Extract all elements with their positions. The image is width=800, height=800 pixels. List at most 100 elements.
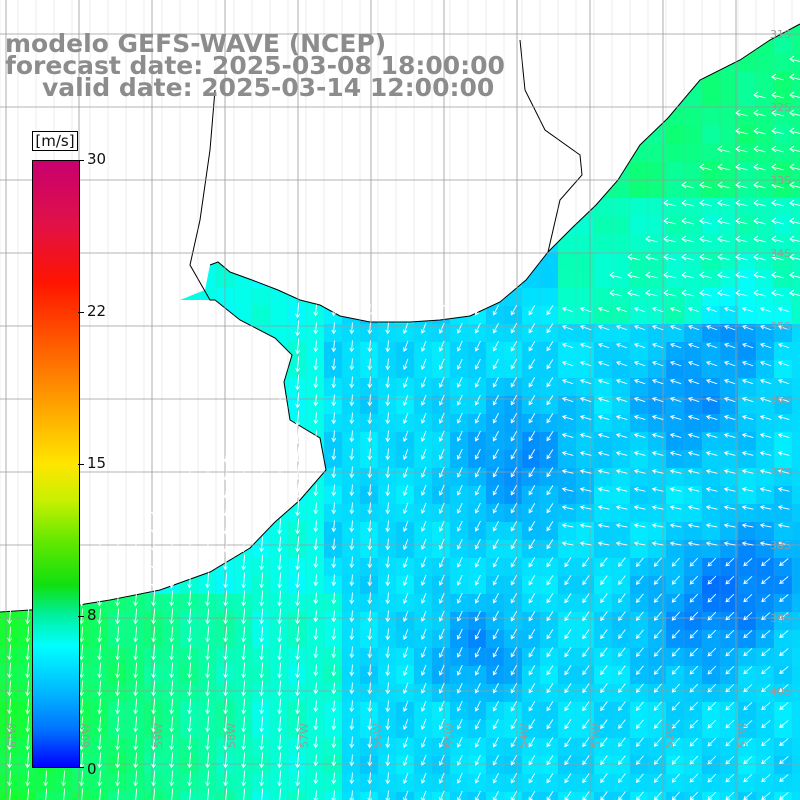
wind-arrow <box>313 412 319 425</box>
arrow-head <box>259 439 265 445</box>
arrow-head <box>669 378 675 384</box>
arrow-shaft <box>260 680 264 696</box>
arrow-shaft <box>315 700 317 712</box>
arrow-shaft <box>475 646 481 658</box>
arrow-shaft <box>278 572 282 588</box>
arrow-head <box>492 490 498 496</box>
field-cell <box>576 360 595 379</box>
field-cell <box>702 306 721 325</box>
arrow-head <box>241 655 247 661</box>
arrow-shaft <box>652 452 664 456</box>
arrow-head <box>151 565 157 571</box>
arrow-head <box>402 383 408 388</box>
field-cell <box>306 792 325 800</box>
arrow-shaft <box>387 466 389 478</box>
wind-arrow <box>723 469 736 474</box>
arrow-shaft <box>224 536 228 552</box>
arrow-head <box>115 637 121 643</box>
arrow-shaft <box>493 718 499 730</box>
arrow-head <box>615 487 621 492</box>
wind-arrow <box>115 608 121 625</box>
arrow-head <box>187 619 193 625</box>
arrow-head <box>651 415 657 420</box>
arrow-shaft <box>421 700 427 712</box>
arrow-shaft <box>80 698 84 714</box>
arrow-head <box>582 580 587 586</box>
wind-arrow <box>456 394 463 406</box>
arrow-shaft <box>688 397 700 403</box>
wind-arrow <box>761 558 771 567</box>
arrow-head <box>349 635 355 641</box>
field-cell <box>702 666 721 685</box>
field-cell <box>720 252 739 271</box>
arrow-shaft <box>616 343 628 349</box>
wind-arrow <box>277 392 283 409</box>
field-cell <box>630 360 649 379</box>
arrow-head <box>313 401 319 407</box>
arrow-head <box>133 601 139 607</box>
field-cell <box>522 522 541 541</box>
arrow-head <box>313 725 319 731</box>
wind-arrow <box>670 324 682 331</box>
field-cell <box>522 324 541 343</box>
wind-arrow <box>456 340 463 352</box>
wind-arrow <box>760 324 772 331</box>
arrow-head <box>313 509 319 515</box>
arrow-head <box>456 310 462 316</box>
arrow-head <box>367 383 373 389</box>
wind-arrow <box>669 469 682 474</box>
arrow-shaft <box>387 394 389 406</box>
field-cell <box>486 540 505 559</box>
wind-arrow <box>741 541 754 546</box>
arrow-head <box>528 472 533 478</box>
arrow-head <box>582 706 587 712</box>
wind-arrow <box>277 554 283 571</box>
arrow-head <box>151 637 157 643</box>
arrow-head <box>97 763 103 769</box>
arrow-shaft <box>260 608 264 624</box>
arrow-head <box>528 652 533 658</box>
wind-arrow <box>259 554 265 571</box>
arrow-head <box>635 742 641 747</box>
wind-arrow <box>115 554 121 571</box>
field-cell <box>702 648 721 667</box>
wind-arrow <box>385 376 391 389</box>
wind-arrow <box>725 593 735 603</box>
arrow-head <box>367 527 373 533</box>
arrow-head <box>492 616 498 622</box>
arrow-shaft <box>333 520 335 532</box>
arrow-head <box>618 652 623 658</box>
arrow-head <box>687 433 693 438</box>
field-cell <box>612 648 631 667</box>
field-cell <box>630 702 649 721</box>
wind-arrow <box>97 662 103 679</box>
field-cell <box>432 738 451 757</box>
arrow-head <box>633 523 639 528</box>
field-cell <box>414 522 433 541</box>
arrow-head <box>528 616 533 622</box>
arrow-head <box>385 473 391 479</box>
wind-arrow <box>761 648 771 657</box>
wind-arrow <box>349 538 355 551</box>
field-cell <box>702 126 721 145</box>
field-cell <box>630 792 649 800</box>
arrow-shaft <box>580 434 592 438</box>
wind-arrow <box>474 520 481 532</box>
field-cell <box>396 486 415 505</box>
arrow-shaft <box>315 484 317 496</box>
arrow-shaft <box>760 361 772 367</box>
arrow-head <box>600 724 605 730</box>
arrow-head <box>707 597 713 603</box>
field-cell <box>558 774 577 793</box>
arrow-shaft <box>333 412 335 424</box>
wind-arrow <box>420 538 427 550</box>
field-cell <box>540 468 559 487</box>
field-cell <box>450 702 469 721</box>
arrow-shaft <box>743 683 753 693</box>
field-cell <box>468 558 487 577</box>
arrow-head <box>723 378 729 384</box>
wind-arrow <box>259 518 265 535</box>
arrow-shaft <box>98 734 102 750</box>
wind-arrow <box>402 322 409 334</box>
wind-arrow <box>582 575 590 586</box>
